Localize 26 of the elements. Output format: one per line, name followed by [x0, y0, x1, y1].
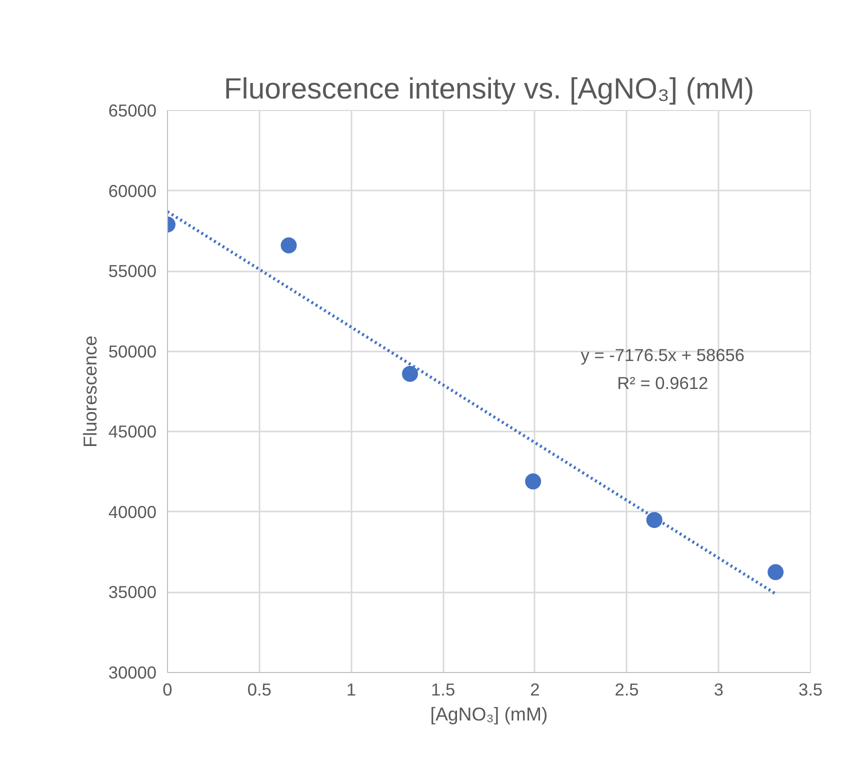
x-tick-label: 1.5 [431, 680, 456, 700]
x-tick-label: 3.5 [798, 680, 823, 700]
annotation: y = -7176.5x + 58656 [580, 344, 744, 365]
x-tick-label: 0.5 [247, 680, 272, 700]
y-tick-label: 35000 [108, 582, 156, 602]
point [646, 512, 662, 528]
y-tick-label: 65000 [108, 100, 156, 120]
y-tick-label: 55000 [108, 261, 156, 282]
y-tick-label: 30000 [108, 662, 156, 682]
x-tick-label: 2.5 [614, 680, 639, 700]
point [768, 564, 784, 580]
x-tick-label: 2 [530, 680, 540, 700]
y-axis-title: Fluorescence [79, 335, 100, 448]
chart-title: Fluorescence intensity vs. [AgNO₃] (mM) [224, 72, 754, 106]
y-tick-label: 50000 [108, 341, 156, 362]
y-tick-label: 60000 [108, 180, 156, 201]
annotation: R² = 0.9612 [617, 373, 708, 394]
y-tick-label: 45000 [108, 422, 156, 442]
x-tick-label: 1 [346, 680, 356, 700]
x-tick-label: 3 [714, 680, 724, 700]
x-tick-label: 0 [162, 680, 172, 700]
point [402, 366, 418, 382]
point [525, 473, 542, 490]
point [280, 237, 297, 254]
y-tick-label: 40000 [108, 502, 156, 522]
x-axis-title: [AgNO₃] (mM) [430, 704, 548, 724]
